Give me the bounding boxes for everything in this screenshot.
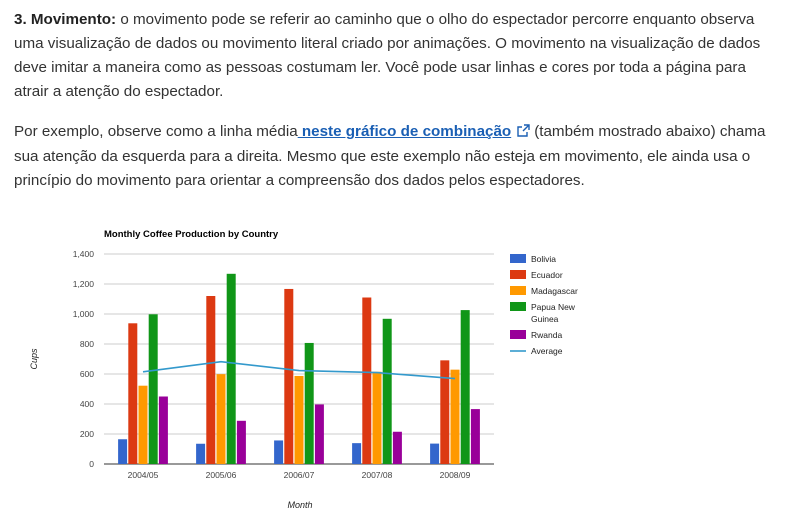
chart-x-axis-label: Month xyxy=(287,500,312,510)
legend-label: Madagascar xyxy=(531,286,578,296)
bar xyxy=(294,375,304,464)
legend-label: Papua New xyxy=(531,302,576,312)
chart-bars xyxy=(118,273,480,464)
legend-label: Ecuador xyxy=(531,270,563,280)
combo-chart: Monthly Coffee Production by Country Mon… xyxy=(0,214,600,524)
paragraph-text-before-link: Por exemplo, observe como a linha média xyxy=(14,123,298,140)
legend-swatch xyxy=(510,302,526,311)
x-tick-label: 2006/07 xyxy=(284,470,315,480)
paragraph-body: o movimento pode se referir ao caminho q… xyxy=(14,11,761,100)
bar xyxy=(206,296,216,464)
legend-label: Bolivia xyxy=(531,254,556,264)
combo-chart-link[interactable]: neste gráfico de combinação xyxy=(297,123,512,140)
legend-swatch xyxy=(510,270,526,279)
bar xyxy=(128,323,138,464)
legend-label: Guinea xyxy=(531,314,559,324)
chart-legend: Bolivia Ecuador Madagascar Papua New Guinea R… xyxy=(510,254,578,356)
y-tick-label: 200 xyxy=(80,429,94,439)
chart-average-line xyxy=(142,360,456,380)
x-tick-label: 2007/08 xyxy=(362,470,393,480)
y-tick-label: 400 xyxy=(80,399,94,409)
x-tick-label: 2008/09 xyxy=(440,470,471,480)
bar xyxy=(314,404,324,464)
external-link-icon[interactable] xyxy=(517,121,530,145)
y-tick-label: 1,200 xyxy=(73,279,95,289)
y-tick-label: 600 xyxy=(80,369,94,379)
legend-label: Average xyxy=(531,346,563,356)
chart-title: Monthly Coffee Production by Country xyxy=(104,229,279,240)
bar xyxy=(362,297,372,464)
bar xyxy=(158,396,168,464)
bar xyxy=(304,342,314,464)
y-tick-label: 1,400 xyxy=(73,249,95,259)
paragraph-movement: 3. Movimento: o movimento pode se referi… xyxy=(14,8,784,104)
bar xyxy=(440,360,450,464)
bar xyxy=(138,385,148,464)
bar xyxy=(196,443,206,464)
x-tick-label: 2004/05 xyxy=(128,470,159,480)
legend-swatch xyxy=(510,254,526,263)
paragraph-example: Por exemplo, observe como a linha média … xyxy=(14,120,784,193)
paragraph-text-after-link: (também mostrado abaixo) chama sua atenç… xyxy=(14,123,766,189)
legend-swatch xyxy=(510,330,526,339)
bar xyxy=(392,431,402,464)
legend-label: Rwanda xyxy=(531,330,562,340)
bar xyxy=(118,439,128,464)
x-tick-label: 2005/06 xyxy=(206,470,237,480)
average-line xyxy=(142,360,456,380)
y-tick-label: 0 xyxy=(89,459,94,469)
bar xyxy=(470,409,480,464)
paragraph-heading: 3. Movimento: xyxy=(14,11,117,28)
bar xyxy=(430,443,440,464)
chart-svg: Monthly Coffee Production by Country Mon… xyxy=(29,229,578,510)
bar xyxy=(274,440,284,464)
bar xyxy=(352,443,362,464)
bar xyxy=(216,374,226,464)
bar xyxy=(460,310,470,464)
chart-y-ticks: 0 200 400 600 800 1,000 1,200 1,400 xyxy=(73,249,95,469)
legend-swatch xyxy=(510,286,526,295)
y-tick-label: 1,000 xyxy=(73,309,95,319)
bar xyxy=(372,371,382,464)
bar xyxy=(382,318,392,464)
bar xyxy=(284,288,294,464)
bar xyxy=(148,314,158,464)
chart-y-axis-label: Cups xyxy=(29,348,39,370)
chart-x-ticks: 2004/05 2005/06 2006/07 2007/08 2008/09 xyxy=(128,470,471,480)
bar xyxy=(226,273,236,464)
bar xyxy=(236,420,246,464)
y-tick-label: 800 xyxy=(80,339,94,349)
bar xyxy=(450,369,460,464)
